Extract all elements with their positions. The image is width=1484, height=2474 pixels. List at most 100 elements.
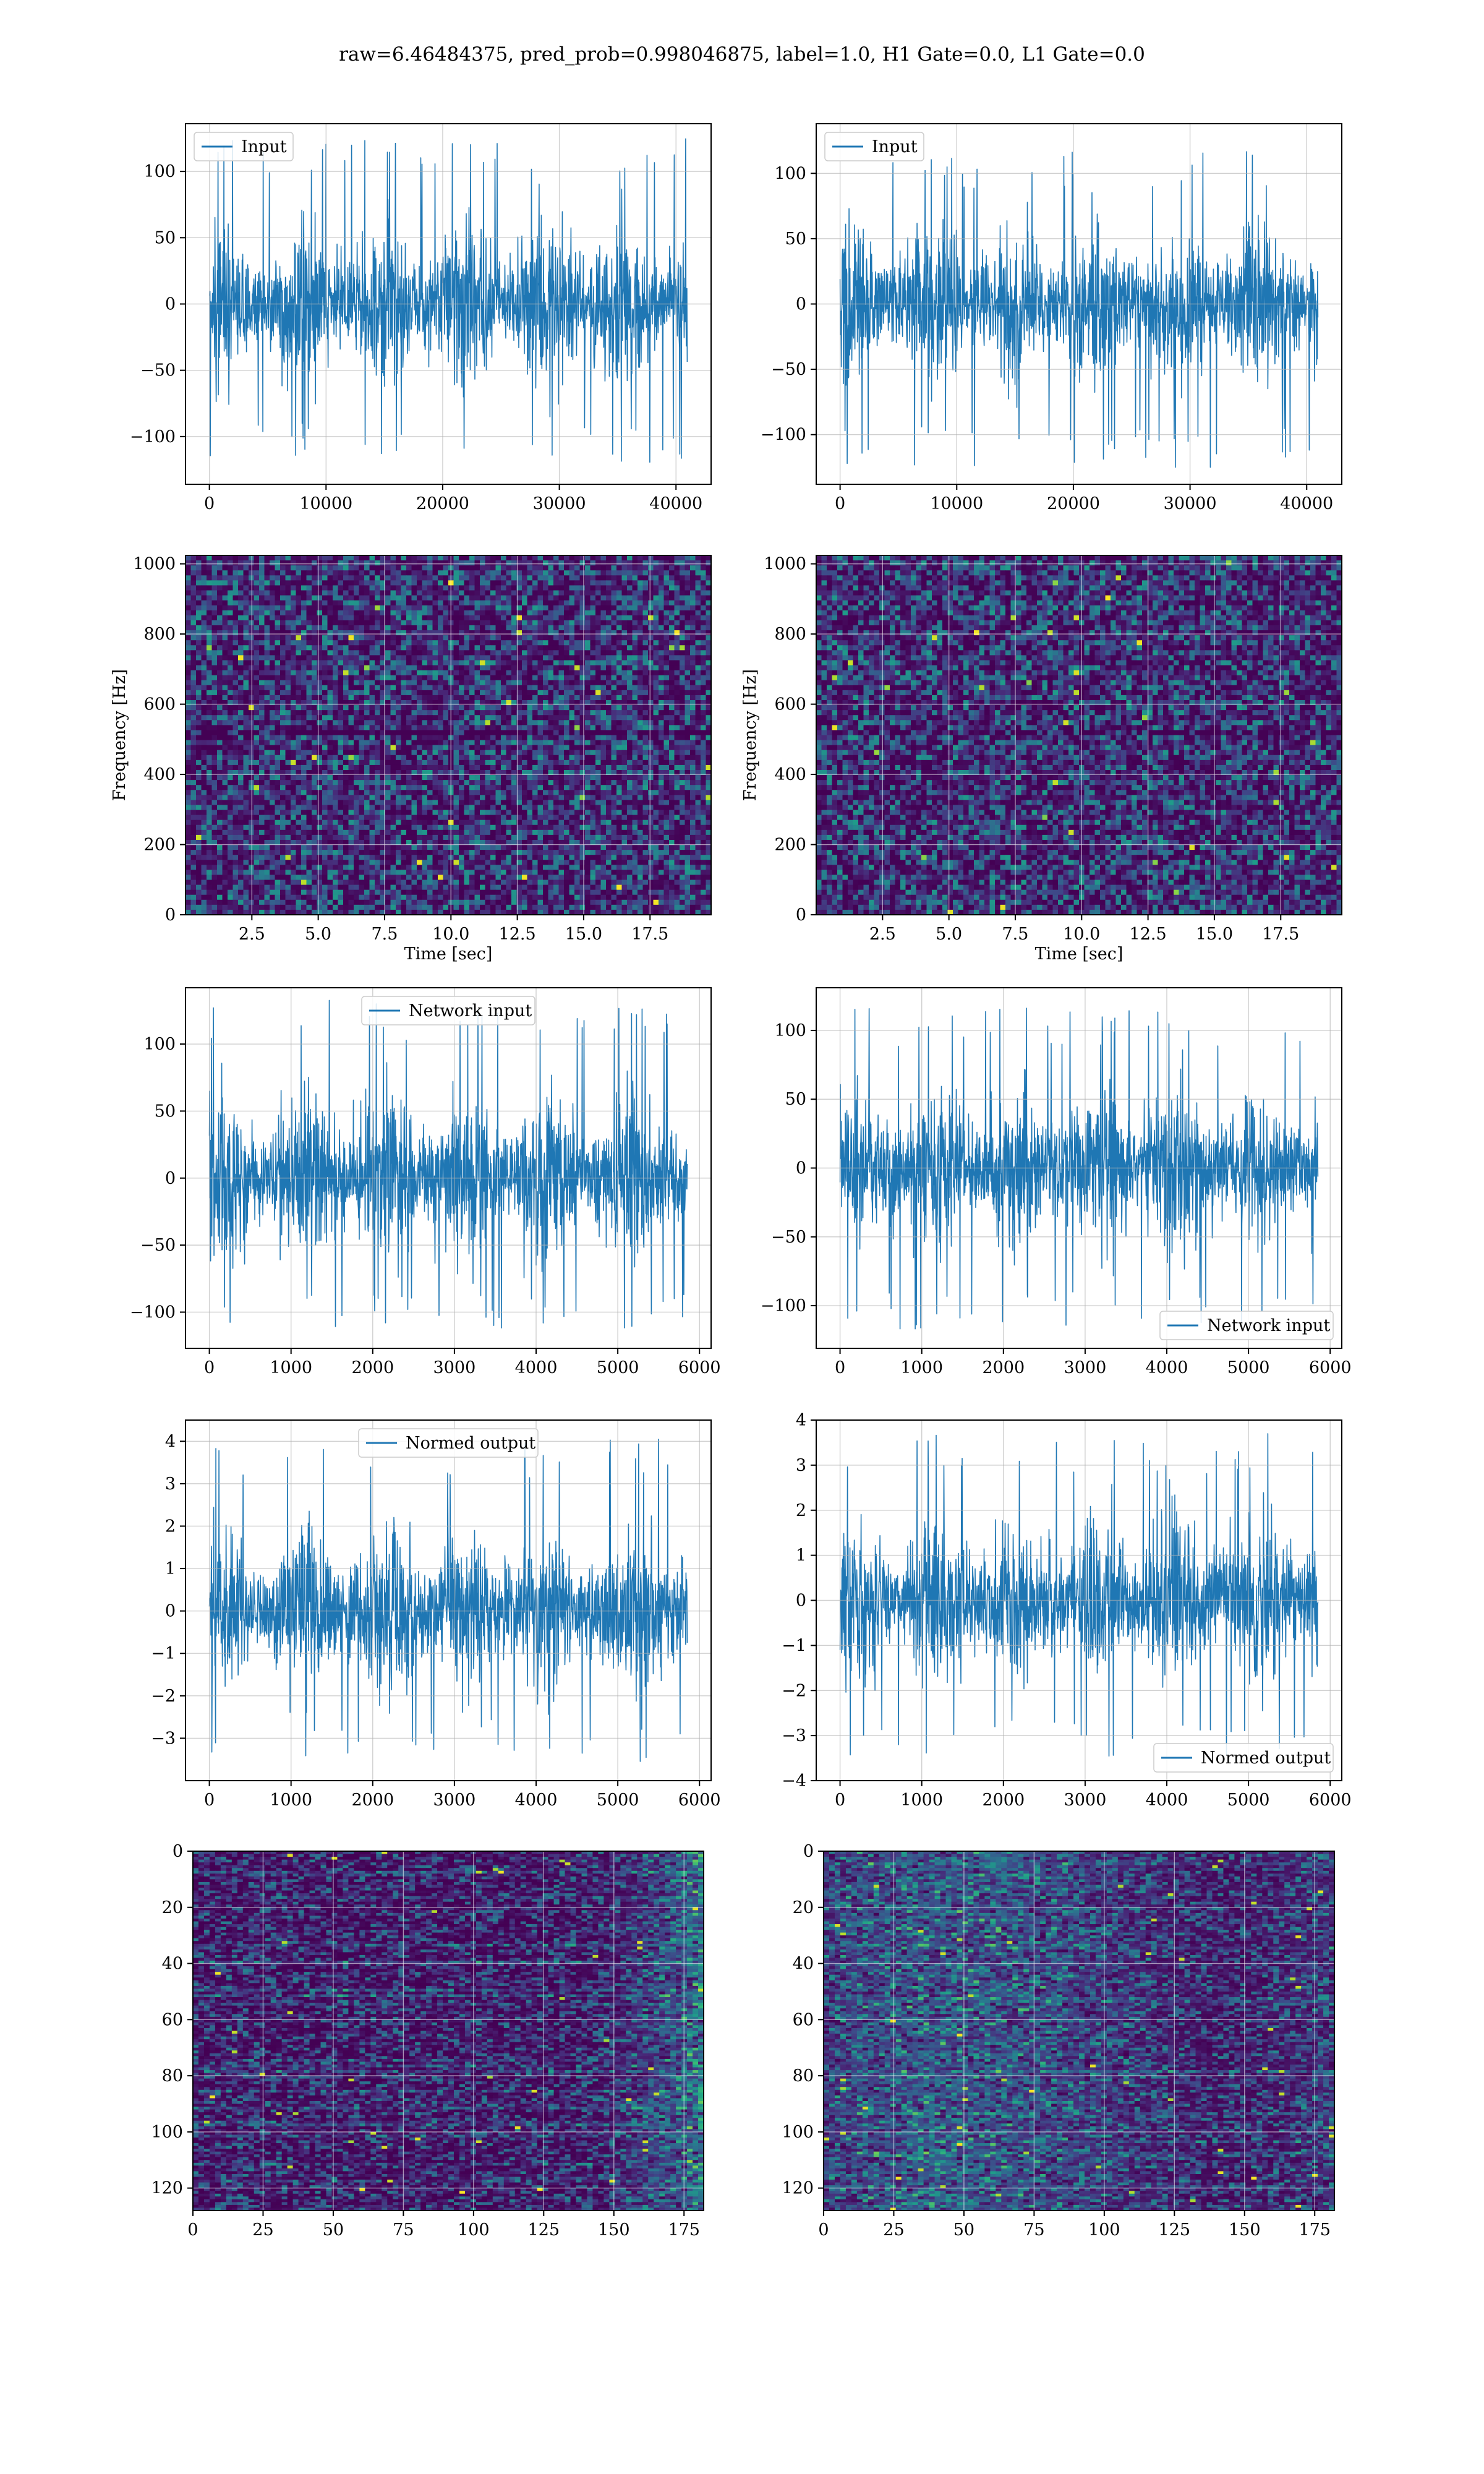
x-tick-label: 1000 [270,1791,312,1810]
x-tick-label: 25 [883,2220,904,2240]
x-tick-label: 7.5 [1002,925,1028,944]
x-tick-label: 3000 [433,1791,476,1810]
y-tick-label: 80 [162,2066,183,2086]
y-axis-label: Frequency [Hz] [110,669,129,801]
y-tick-label: −50 [140,1236,176,1255]
x-tick-label: 30000 [533,494,586,513]
axes-network-input-h1 [186,988,711,1348]
x-tick-label: 5000 [597,1791,639,1810]
x-tick-label: 12.5 [499,925,536,944]
x-tick-label: 2000 [351,1791,394,1810]
x-tick-label: 6000 [1309,1791,1352,1810]
y-tick-label: 3 [796,1456,806,1475]
x-tick-label: 150 [1229,2220,1261,2240]
y-tick-label: 100 [782,2123,814,2142]
y-tick-label: −1 [782,1636,806,1655]
y-tick-label: −2 [151,1687,176,1706]
axes-spectrogram-h1 [186,555,712,915]
legend: Normed output [1154,1744,1333,1772]
y-tick-label: 1000 [764,555,806,574]
y-tick-label: −50 [771,1228,806,1247]
y-tick-label: 60 [162,2010,183,2029]
y-tick-label: 100 [774,164,806,183]
y-tick-label: 800 [774,625,806,644]
x-tick-label: 0 [835,494,845,513]
y-tick-label: 1000 [133,555,176,574]
legend-label: Network input [1207,1316,1330,1335]
x-tick-label: 75 [1023,2220,1044,2240]
x-tick-label: 30000 [1164,494,1217,513]
y-tick-label: 0 [796,295,806,314]
x-tick-label: 0 [204,494,215,513]
y-tick-label: 0 [796,905,806,925]
x-tick-label: 2000 [351,1358,394,1377]
x-tick-label: 4000 [515,1791,558,1810]
y-tick-label: 100 [143,162,176,181]
x-tick-label: 5000 [1227,1358,1270,1377]
legend-label: Network input [409,1001,532,1021]
x-tick-label: 100 [1088,2220,1120,2240]
legend-label: Input [241,137,287,156]
x-tick-label: 17.5 [1262,925,1299,944]
x-tick-label: 10.0 [1063,925,1100,944]
x-tick-label: 150 [598,2220,630,2240]
y-tick-label: 1 [796,1546,806,1565]
x-tick-label: 20000 [1047,494,1100,513]
y-tick-label: 60 [793,2010,814,2029]
legend: Input [194,132,293,161]
y-tick-label: 200 [143,836,176,855]
y-tick-label: −1 [151,1644,176,1663]
x-tick-label: 25 [252,2220,273,2240]
y-tick-label: 0 [796,1591,806,1611]
y-tick-label: 0 [165,1169,176,1188]
x-tick-label: 6000 [1309,1358,1352,1377]
x-tick-label: 50 [323,2220,344,2240]
x-tick-label: 1000 [900,1791,943,1810]
y-tick-label: 40 [793,1954,814,1974]
y-tick-label: 50 [155,1102,176,1121]
y-tick-label: −4 [782,1771,806,1791]
y-tick-label: 0 [165,295,176,314]
x-tick-label: 2.5 [869,925,896,944]
y-tick-label: −50 [140,361,176,380]
y-tick-label: 100 [151,2123,183,2142]
x-tick-label: 1000 [900,1358,943,1377]
x-tick-label: 0 [818,2220,829,2240]
x-tick-label: 125 [528,2220,560,2240]
y-tick-label: 80 [793,2066,814,2086]
x-tick-label: 125 [1159,2220,1191,2240]
heatmap-cells [186,555,712,915]
y-tick-label: −2 [782,1681,806,1700]
x-tick-label: 20000 [416,494,469,513]
y-tick-label: 100 [143,1035,176,1054]
legend-label: Normed output [1201,1748,1331,1768]
heatmap-cells [193,1851,704,2211]
y-tick-label: 0 [165,1602,176,1621]
x-tick-label: 15.0 [1196,925,1233,944]
y-tick-label: 1 [165,1559,176,1578]
y-tick-label: −3 [151,1729,176,1748]
x-tick-label: 2.5 [239,925,265,944]
x-tick-label: 12.5 [1130,925,1167,944]
x-tick-label: 0 [835,1358,845,1377]
x-tick-label: 0 [835,1791,845,1810]
x-tick-label: 3000 [1064,1791,1107,1810]
x-tick-label: 40000 [1280,494,1333,513]
x-tick-label: 40000 [649,494,702,513]
x-tick-label: 75 [393,2220,414,2240]
x-tick-label: 15.0 [565,925,602,944]
x-tick-label: 10000 [930,494,983,513]
y-tick-label: 50 [785,229,806,249]
legend-label: Input [872,137,918,156]
heatmap-cells [824,1851,1335,2211]
heatmap-cells [816,555,1342,915]
x-tick-label: 175 [668,2220,700,2240]
legend: Normed output [359,1429,538,1457]
legend: Input [825,132,924,161]
x-tick-label: 2000 [982,1358,1025,1377]
x-tick-label: 50 [953,2220,974,2240]
x-axis-label: Time [sec] [404,944,493,964]
y-tick-label: 2 [796,1501,806,1520]
x-tick-label: 0 [204,1791,215,1810]
y-tick-label: 4 [165,1432,176,1451]
